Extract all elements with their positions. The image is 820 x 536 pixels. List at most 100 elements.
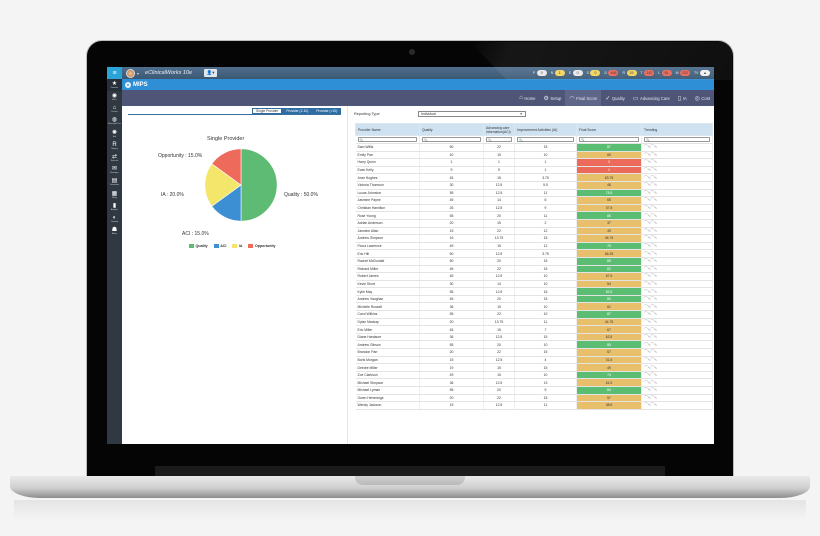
sidebar-item-meaningful-use[interactable]: ◍ Meaningful Use: [107, 116, 122, 128]
column-filter-input[interactable]: 🔍: [422, 137, 481, 142]
badge-tv[interactable]: TV ▲: [694, 69, 710, 78]
sidebar-item-hub[interactable]: ✺ Hub: [107, 128, 122, 140]
reporting-type-select[interactable]: Individual ▾: [418, 111, 526, 117]
table-row[interactable]: Carol Wilkins 55 22 10 87 ⌒∿⌒∿: [355, 310, 713, 319]
table-row[interactable]: Lucas Johnston 55 12.5 11 78.5 ⌒∿⌒∿: [355, 189, 713, 198]
provider-name[interactable]: Jasmine Payne: [355, 196, 420, 205]
legend-item-aci[interactable]: ACI: [213, 244, 226, 248]
table-row[interactable]: Kevin Short 30 14 10 54 ⌒∿⌒∿: [355, 280, 713, 289]
table-row[interactable]: Andrew Gibson 55 20 10 85 ⌒∿⌒∿: [355, 340, 713, 350]
sidebar-item-billing[interactable]: ▦ Billing: [107, 189, 122, 201]
provider-name[interactable]: Emily Parr: [355, 151, 420, 160]
table-row[interactable]: Michael Lyman 55 20 9 84 ⌒∿⌒∿: [355, 386, 713, 395]
column-filter-input[interactable]: 🔍: [517, 137, 574, 142]
table-row[interactable]: Fiona Lawrence 49 15 12 76 ⌒∿⌒∿: [355, 242, 713, 251]
provider-name[interactable]: Michael Lyman: [355, 386, 420, 395]
provider-name[interactable]: Eric Miller: [355, 325, 420, 334]
pie-chart[interactable]: [203, 147, 279, 223]
provider-name[interactable]: Brandon Parr: [355, 348, 420, 357]
provider-name[interactable]: Sam Willis: [355, 143, 420, 152]
sidebar-item-messages[interactable]: ✉ Messages: [107, 164, 122, 176]
provider-name[interactable]: Carol Wilkins: [355, 310, 420, 319]
sidebar-item-gateway[interactable]: ◐ Gateway: [107, 213, 122, 225]
table-row[interactable]: Diane Hardacre 36 12.5 15 63.5 ⌒∿⌒∿: [355, 333, 713, 342]
provider-name[interactable]: Jean Hughes: [355, 173, 420, 182]
nav-advancing-care[interactable]: ▭ Advancing Care: [629, 90, 674, 106]
provider-name[interactable]: Fiona Lawrence: [355, 242, 420, 251]
provider-name[interactable]: Michael Simpson: [355, 378, 420, 387]
provider-name[interactable]: Boris Morgan: [355, 356, 420, 365]
nav-quality[interactable]: ✓ Quality: [601, 90, 629, 106]
provider-name[interactable]: Robert James: [355, 272, 420, 281]
table-row[interactable]: Robert James 45 12.5 10 67.5 ⌒∿⌒∿: [355, 272, 713, 281]
table-row[interactable]: Michael Simpson 36 12.5 13 61.5 ⌒∿⌒∿: [355, 378, 713, 387]
provider-name[interactable]: Deirdre Miller: [355, 363, 420, 372]
legend-item-quality[interactable]: Quality: [189, 244, 208, 248]
user-switch-button[interactable]: 👤▾: [204, 69, 218, 77]
table-row[interactable]: Andrew Simpson 16 13.75 15 45.75 ⌒∿⌒∿: [355, 234, 713, 243]
provider-name[interactable]: Eric Hill: [355, 249, 420, 258]
table-row[interactable]: Rachel McDonald 50 20 15 85 ⌒∿⌒∿: [355, 257, 713, 266]
provider-name[interactable]: Kylie May: [355, 287, 420, 296]
table-row[interactable]: Deirdre Miller 19 15 15 49 ⌒∿⌒∿: [355, 363, 713, 372]
legend-item-ia[interactable]: IA: [232, 244, 242, 248]
table-row[interactable]: Adrian Anderson 20 15 2 37 ⌒∿⌒∿: [355, 219, 713, 228]
provider-name[interactable]: Andrew Gibson: [355, 340, 420, 350]
table-row[interactable]: Victoria Thomson 30 12.5 5.5 48 ⌒∿⌒∿: [355, 181, 713, 190]
column-filter-input[interactable]: 🔍: [486, 137, 512, 142]
column-filter-input[interactable]: 🔍: [644, 137, 710, 142]
tab-provider-2-10-[interactable]: Provider (2-10): [282, 108, 313, 114]
column-header[interactable]: Provider Name: [355, 123, 420, 136]
tab-provider-10-[interactable]: Provider (>10): [312, 108, 342, 114]
provider-name[interactable]: Victoria Thomson: [355, 181, 420, 190]
table-row[interactable]: Kylie May 55 12.5 15 82.5 ⌒∿⌒∿: [355, 287, 713, 296]
provider-name[interactable]: Rachel McDonald: [355, 257, 420, 266]
provider-name[interactable]: Lucas Johnston: [355, 189, 420, 198]
sidebar-item-practice[interactable]: ⌂ Practice: [107, 103, 122, 115]
badge-m[interactable]: M 232: [676, 69, 691, 78]
tab-single-provider[interactable]: Single Provider: [252, 108, 283, 114]
provider-name[interactable]: Andrew Simpson: [355, 234, 420, 243]
sidebar-item-referrals[interactable]: ⇄ Referrals: [107, 152, 122, 164]
table-row[interactable]: Richard Miller 45 22 15 82 ⌒∿⌒∿: [355, 265, 713, 274]
column-filter-input[interactable]: 🔍: [579, 137, 639, 142]
column-header[interactable]: Final Score: [576, 123, 642, 136]
nav-ia[interactable]: ▯ IA: [674, 90, 691, 106]
nav-final-score[interactable]: ◠ Final Score: [565, 90, 602, 106]
table-row[interactable]: Jasmine Allan 15 22 12 49 ⌒∿⌒∿: [355, 227, 713, 236]
column-header[interactable]: Trending: [641, 123, 713, 136]
table-row[interactable]: Brandon Parr 20 22 15 57 ⌒∿⌒∿: [355, 348, 713, 357]
table-row[interactable]: Christian Hamilton 26 12.5 9 37.5 ⌒∿⌒∿: [355, 204, 713, 213]
table-row[interactable]: Jean Hughes 45 15 3.75 63.75 ⌒∿⌒∿: [355, 173, 713, 182]
table-row[interactable]: Eric Miller 45 15 7 67 ⌒∿⌒∿: [355, 325, 713, 334]
provider-name[interactable]: Adrian Anderson: [355, 219, 420, 228]
table-row[interactable]: Rose Young 55 20 11 86 ⌒∿⌒∿: [355, 211, 713, 220]
column-header[interactable]: Improvement Activities (IA): [514, 123, 577, 136]
provider-name[interactable]: Evan Kelly: [355, 166, 420, 175]
pie-slice-quality[interactable]: [240, 148, 278, 222]
column-header[interactable]: Quality: [419, 123, 484, 136]
provider-name[interactable]: Diane Hardacre: [355, 333, 420, 342]
table-row[interactable]: Sam Willis 50 22 15 87 ⌒∿⌒∿: [355, 143, 713, 152]
sidebar-item-registry[interactable]: R Registry: [107, 140, 122, 152]
nav-home[interactable]: ⌂ Home: [515, 90, 539, 106]
provider-name[interactable]: Owen Hemmings: [355, 394, 420, 403]
sidebar-item-favorites[interactable]: ★ Favorites: [107, 79, 122, 92]
provider-name[interactable]: Richard Miller: [355, 265, 420, 274]
sidebar-item-documents[interactable]: ▤ Documents: [107, 177, 122, 189]
column-filter-input[interactable]: 🔍: [357, 137, 417, 142]
table-row[interactable]: Eric Hill 50 12.5 3.75 66.25 ⌒∿⌒∿: [355, 249, 713, 258]
legend-item-opportunity[interactable]: Opportunity: [248, 244, 276, 248]
sidebar-item-admin[interactable]: ☗ Admin: [107, 225, 122, 237]
provider-name[interactable]: Kevin Short: [355, 280, 420, 289]
column-header[interactable]: Advancing care information(ACI): [483, 123, 515, 136]
provider-name[interactable]: Harry Quinn: [355, 158, 420, 167]
table-row[interactable]: Evan Kelly 9 9 1 1 ⌒∿⌒∿: [355, 166, 713, 175]
provider-name[interactable]: Jasmine Allan: [355, 227, 420, 236]
table-row[interactable]: Boris Morgan 15 12.5 4 31.5 ⌒∿⌒∿: [355, 356, 713, 365]
sidebar-item-analytics[interactable]: ▮ Analytics: [107, 201, 122, 213]
